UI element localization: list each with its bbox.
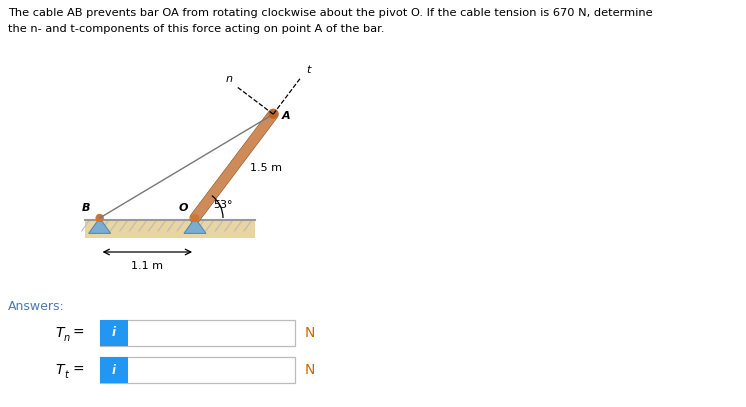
Polygon shape: [84, 220, 255, 238]
Text: T: T: [55, 326, 63, 340]
Text: 1.1 m: 1.1 m: [131, 261, 163, 271]
Text: =: =: [73, 326, 84, 340]
Text: Answers:: Answers:: [8, 300, 65, 313]
Text: A: A: [281, 111, 290, 121]
Text: O: O: [178, 203, 188, 213]
Text: B: B: [81, 203, 90, 213]
Text: the n- and t-components of this force acting on point A of the bar.: the n- and t-components of this force ac…: [8, 24, 384, 34]
Text: n: n: [226, 74, 233, 84]
FancyBboxPatch shape: [100, 357, 295, 383]
Circle shape: [96, 214, 103, 221]
FancyBboxPatch shape: [100, 320, 128, 346]
FancyBboxPatch shape: [100, 320, 295, 346]
Circle shape: [269, 110, 278, 118]
Text: =: =: [73, 363, 84, 377]
Text: 1.5 m: 1.5 m: [250, 163, 282, 173]
Text: N: N: [305, 363, 316, 377]
Text: t: t: [64, 370, 68, 380]
Circle shape: [192, 214, 198, 221]
Text: N: N: [305, 326, 316, 340]
Polygon shape: [89, 218, 110, 233]
Text: T: T: [55, 363, 63, 377]
Text: 53°: 53°: [213, 200, 233, 210]
FancyBboxPatch shape: [100, 357, 128, 383]
Text: i: i: [112, 363, 116, 376]
Polygon shape: [184, 218, 206, 233]
Text: t: t: [306, 65, 310, 75]
Text: i: i: [112, 326, 116, 339]
Text: The cable AB prevents bar OA from rotating clockwise about the pivot O. If the c: The cable AB prevents bar OA from rotati…: [8, 8, 653, 18]
Text: n: n: [64, 333, 70, 343]
